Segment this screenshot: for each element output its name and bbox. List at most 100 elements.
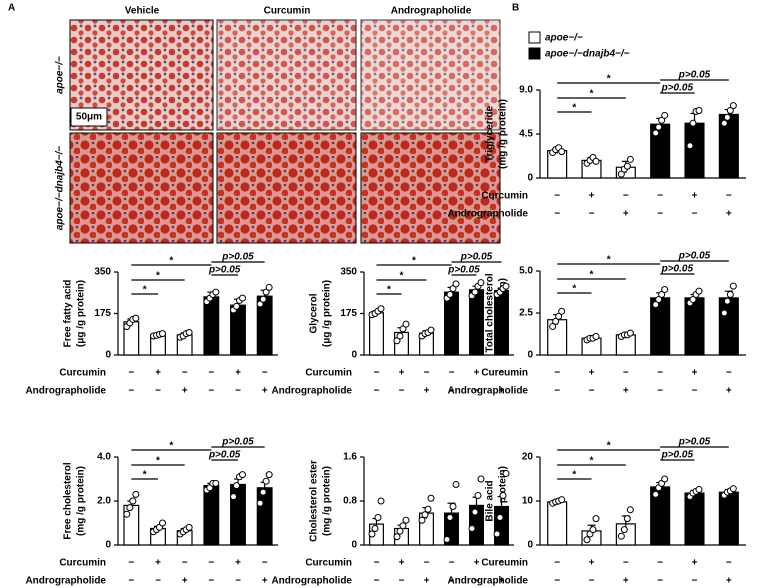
data-point xyxy=(371,525,379,532)
treatment-sign: − xyxy=(399,576,405,587)
significance-label: * xyxy=(572,470,576,481)
treatment-sign: − xyxy=(554,386,560,397)
treatment-sign: − xyxy=(692,209,698,220)
data-point xyxy=(623,515,631,523)
treatment-sign: − xyxy=(623,368,629,379)
data-point xyxy=(396,527,404,535)
treatment-sign: − xyxy=(374,576,380,587)
data-point xyxy=(396,332,404,340)
treatment-sign: + xyxy=(726,576,732,587)
data-point xyxy=(729,102,737,110)
y-axis-label: Bile acid xyxy=(485,480,496,521)
data-point xyxy=(661,475,669,483)
data-point xyxy=(159,330,166,338)
treatment-sign: + xyxy=(726,386,732,397)
data-point xyxy=(265,283,273,291)
data-point xyxy=(723,297,731,305)
data-point xyxy=(424,505,432,513)
y-tick-label: 0 xyxy=(527,540,533,551)
treatment-sign: − xyxy=(399,386,405,397)
data-point xyxy=(452,280,460,288)
data-point xyxy=(729,485,737,493)
data-point xyxy=(496,514,504,521)
treatment-sign: + xyxy=(399,368,405,379)
treatment-label: Curcumin xyxy=(305,558,352,569)
legend-swatch xyxy=(528,47,541,60)
data-point xyxy=(720,119,728,127)
treatment-sign: − xyxy=(374,386,380,397)
data-point xyxy=(555,312,563,320)
significance-label: * xyxy=(607,441,611,452)
treatment-sign: − xyxy=(554,368,560,379)
data-point xyxy=(589,526,597,534)
data-point xyxy=(233,482,240,490)
treatment-sign: + xyxy=(499,386,505,397)
significance-label: p>0.05 xyxy=(661,450,694,461)
data-point xyxy=(185,328,193,336)
data-point xyxy=(377,305,385,313)
data-point xyxy=(617,170,625,178)
treatment-label: Andrographolide xyxy=(25,576,106,587)
treatment-sign: + xyxy=(235,368,241,379)
data-point xyxy=(592,157,600,165)
treatment-sign: + xyxy=(589,558,595,569)
y-tick-label: 9.0 xyxy=(519,85,533,96)
treatment-label: Andrographolide xyxy=(447,576,528,587)
data-point xyxy=(477,279,485,287)
y-axis-label: (mg /g protein) xyxy=(498,466,509,536)
treatment-sign: − xyxy=(554,191,560,202)
treatment-sign: − xyxy=(657,576,663,587)
data-point xyxy=(468,525,476,532)
treatment-sign: − xyxy=(726,368,732,379)
panel-label: B xyxy=(512,3,519,14)
bar xyxy=(547,501,568,546)
treatment-sign: − xyxy=(657,386,663,397)
data-point xyxy=(689,119,697,127)
y-tick-label: 0.8 xyxy=(343,496,357,507)
treatment-sign: − xyxy=(726,191,732,202)
treatment-sign: + xyxy=(692,558,698,569)
data-point xyxy=(558,496,566,504)
column-label: Curcumin xyxy=(264,6,311,17)
y-tick-label: 2.0 xyxy=(97,496,111,507)
y-axis-label: (μg /g protein) xyxy=(322,280,333,347)
treatment-sign: + xyxy=(399,558,405,569)
significance-label: p>0.05 xyxy=(661,83,694,94)
bar xyxy=(203,296,220,356)
data-point xyxy=(626,506,634,514)
y-axis-label: Cholesterol ester xyxy=(309,460,320,542)
treatment-sign: − xyxy=(692,386,698,397)
treatment-sign: − xyxy=(554,209,560,220)
y-tick-label: 350 xyxy=(94,267,111,278)
data-point xyxy=(549,322,557,330)
treatment-sign: − xyxy=(449,576,455,587)
treatment-sign: + xyxy=(589,368,595,379)
bar xyxy=(494,289,509,356)
treatment-sign: − xyxy=(424,368,430,379)
data-point xyxy=(368,530,376,538)
treatment-sign: + xyxy=(692,191,698,202)
data-point xyxy=(652,490,660,498)
y-tick-label: 4.0 xyxy=(97,452,111,463)
treatment-label: Andrographolide xyxy=(271,386,352,397)
data-point xyxy=(132,314,140,322)
bar xyxy=(469,289,484,356)
data-point xyxy=(239,294,246,302)
data-point xyxy=(661,111,669,119)
data-point xyxy=(493,530,501,538)
treatment-sign: − xyxy=(208,576,214,587)
column-label: Andrographolide xyxy=(391,6,472,17)
y-tick-label: 10 xyxy=(522,496,534,507)
data-point xyxy=(402,516,410,524)
significance-label: * xyxy=(156,271,160,282)
data-point xyxy=(212,479,220,487)
row-label: apoe−/− xyxy=(55,56,66,94)
treatment-sign: − xyxy=(208,368,214,379)
significance-label: * xyxy=(400,271,404,282)
scale-bar-label: 50μm xyxy=(76,112,102,123)
y-axis-label: (μg /g protein) xyxy=(76,280,87,347)
treatment-sign: − xyxy=(657,368,663,379)
data-point xyxy=(729,282,737,290)
bar xyxy=(256,487,273,546)
significance-label: * xyxy=(169,256,173,267)
